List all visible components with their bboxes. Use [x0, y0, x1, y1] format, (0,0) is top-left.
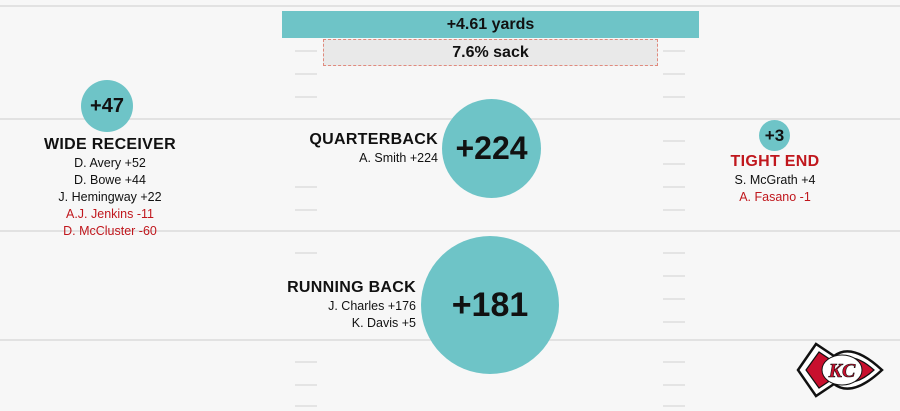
logo-text: KC: [828, 360, 856, 382]
wide-receiver-total: +47: [90, 94, 124, 117]
wide-receiver-total-circle: +47: [81, 80, 133, 132]
player-line: K. Davis +5: [351, 316, 416, 330]
running-back-total: +181: [451, 285, 529, 324]
player-line: A.J. Jenkins -11: [65, 207, 154, 221]
tight-end-title: TIGHT END: [730, 153, 820, 170]
quarterback-title: QUARTERBACK: [309, 131, 438, 148]
chiefs-arrowhead-logo: KC: [796, 342, 884, 398]
running-back-group: RUNNING BACK J. Charles +176 K. Davis +5: [260, 278, 416, 332]
wide-receiver-title: WIDE RECEIVER: [44, 136, 176, 153]
sack-label: 7.6% sack: [452, 43, 529, 61]
tight-end-group: TIGHT END S. McGrath +4 A. Fasano -1: [700, 152, 850, 206]
player-line: A. Smith +224: [359, 151, 438, 165]
tight-end-total-circle: +3: [759, 120, 790, 151]
field-line: [0, 118, 900, 120]
player-line: D. Bowe +44: [74, 173, 146, 187]
running-back-total-circle: +181: [421, 236, 559, 374]
field-line: [0, 230, 900, 232]
player-line: D. McCluster -60: [63, 224, 157, 238]
running-back-title: RUNNING BACK: [287, 279, 416, 296]
player-line: S. McGrath +4: [734, 173, 816, 187]
player-line: D. Avery +52: [74, 156, 146, 170]
wide-receiver-group: WIDE RECEIVER D. Avery +52 D. Bowe +44 J…: [20, 135, 200, 240]
player-line: J. Charles +176: [328, 299, 416, 313]
player-line: J. Hemingway +22: [58, 190, 162, 204]
sack-rate-box: 7.6% sack: [323, 39, 658, 66]
yards-per-play-bar: +4.61 yards: [282, 11, 699, 38]
field-line: [0, 5, 900, 7]
yards-label: +4.61 yards: [446, 15, 535, 33]
quarterback-total: +224: [455, 130, 528, 166]
quarterback-group: QUARTERBACK A. Smith +224: [280, 130, 438, 167]
player-line: A. Fasano -1: [739, 190, 811, 204]
quarterback-total-circle: +224: [442, 99, 541, 198]
tight-end-total: +3: [764, 125, 785, 145]
